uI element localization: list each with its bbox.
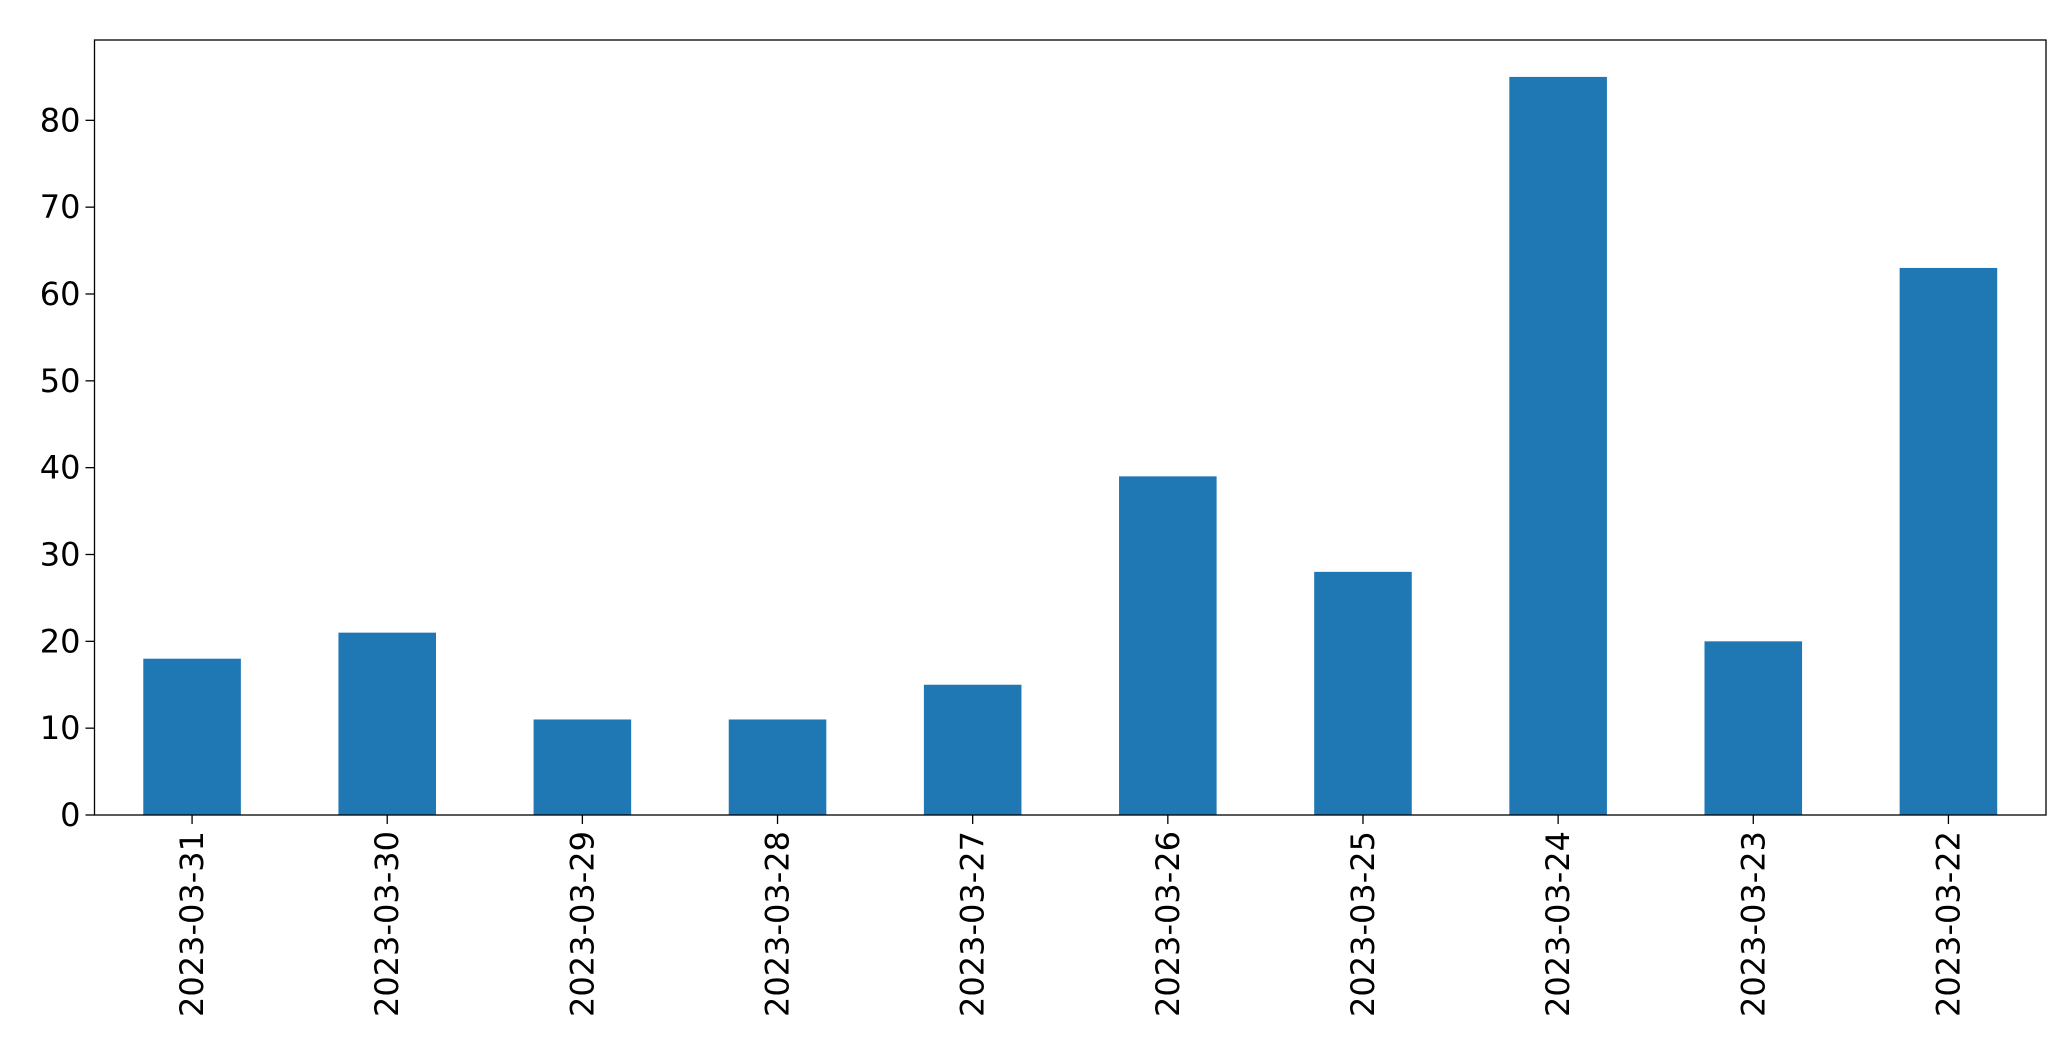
bar xyxy=(923,684,1022,815)
bar xyxy=(1314,571,1412,815)
bar xyxy=(728,719,827,815)
y-tick-label: 80 xyxy=(40,101,81,139)
bar xyxy=(143,658,241,815)
bar xyxy=(338,632,437,815)
bar xyxy=(1704,641,1803,815)
y-tick-label: 50 xyxy=(40,362,81,400)
y-tick-label: 0 xyxy=(60,796,80,834)
x-tick-label: 2023-03-28 xyxy=(759,831,797,1017)
bar xyxy=(1119,476,1217,815)
x-tick-label: 2023-03-24 xyxy=(1539,831,1577,1017)
x-tick-label: 2023-03-26 xyxy=(1149,831,1187,1017)
y-tick-label: 70 xyxy=(40,188,81,226)
y-tick-label: 10 xyxy=(40,709,81,747)
x-tick-label: 2023-03-29 xyxy=(563,831,601,1017)
y-tick-label: 30 xyxy=(40,535,81,573)
x-tick-label: 2023-03-22 xyxy=(1929,831,1967,1017)
y-tick-label: 60 xyxy=(40,275,81,313)
x-tick-label: 2023-03-27 xyxy=(954,831,992,1017)
y-tick-label: 20 xyxy=(40,622,81,660)
plot-frame xyxy=(93,39,2047,816)
x-tick-label: 2023-03-25 xyxy=(1344,831,1382,1017)
y-tick-label: 40 xyxy=(40,449,81,487)
bar xyxy=(1899,267,1998,815)
bar xyxy=(533,719,632,815)
x-tick-label: 2023-03-30 xyxy=(368,831,406,1017)
x-tick-label: 2023-03-31 xyxy=(173,831,211,1017)
bar xyxy=(1509,76,1607,815)
x-tick-label: 2023-03-23 xyxy=(1734,831,1772,1017)
